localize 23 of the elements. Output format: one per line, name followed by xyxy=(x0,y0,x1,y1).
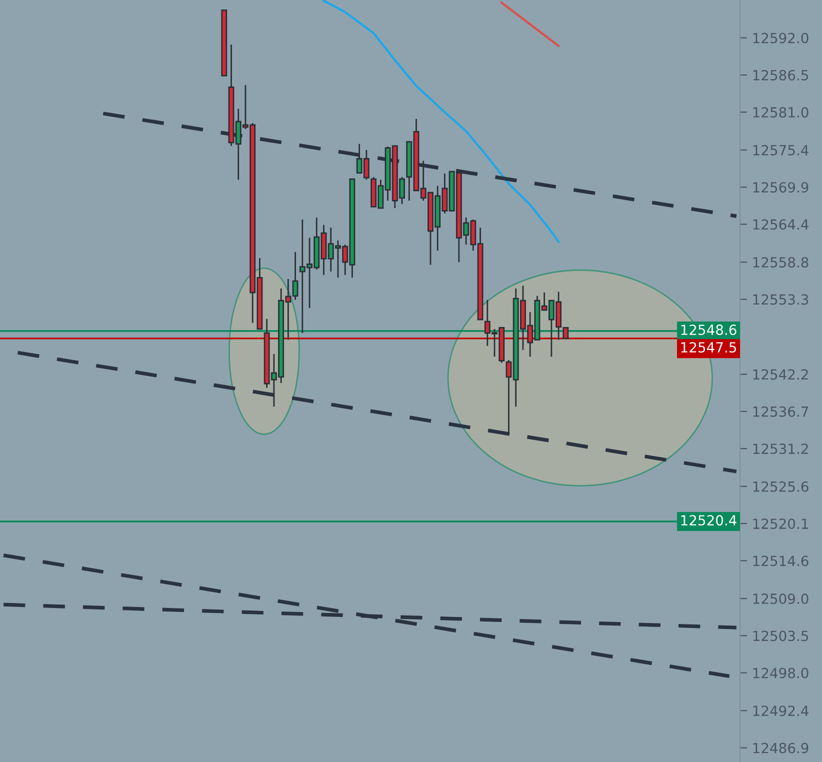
y-tick-label: 12592.0 xyxy=(753,32,808,44)
y-tick-label: 12525.6 xyxy=(753,481,808,492)
y-tick-label: 12553.3 xyxy=(753,294,808,305)
y-tick-label: 12586.5 xyxy=(753,70,808,80)
y-tick-label: 12514.6 xyxy=(753,556,808,566)
y-tick-label: 12575.4 xyxy=(753,144,808,156)
y-tick-label: 12581.0 xyxy=(753,107,808,118)
ref-line-label: 12547.5 xyxy=(681,342,736,353)
y-tick-label: 12569.9 xyxy=(753,182,808,193)
y-tick-label: 12509.0 xyxy=(753,593,808,604)
y-tick-label: 12536.7 xyxy=(753,406,808,417)
ref-line-label: 12520.4 xyxy=(681,515,736,526)
y-tick-label: 12486.9 xyxy=(753,742,808,754)
line-series xyxy=(322,0,560,243)
y-tick-label: 12564.4 xyxy=(753,219,808,230)
y-tick-label: 12531.2 xyxy=(753,444,808,454)
y-tick-label: 12542.2 xyxy=(753,369,808,380)
y-tick-label: 12498.0 xyxy=(753,668,808,678)
ref-line-label: 12548.6 xyxy=(681,324,736,336)
y-tick-label: 12520.1 xyxy=(753,518,808,530)
y-tick-label: 12503.5 xyxy=(753,630,808,642)
y-tick-label: 12492.4 xyxy=(753,706,808,716)
y-tick-label: 12558.8 xyxy=(753,257,808,268)
